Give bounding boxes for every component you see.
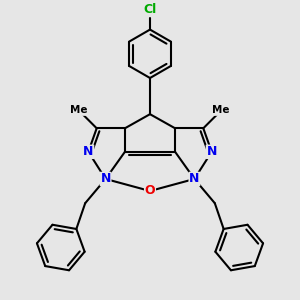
Text: Cl: Cl (143, 3, 157, 16)
Text: Me: Me (70, 105, 88, 116)
Text: N: N (100, 172, 111, 185)
Text: O: O (145, 184, 155, 197)
Text: N: N (189, 172, 200, 185)
Text: N: N (206, 145, 217, 158)
Text: Me: Me (212, 105, 230, 116)
Text: N: N (83, 145, 94, 158)
